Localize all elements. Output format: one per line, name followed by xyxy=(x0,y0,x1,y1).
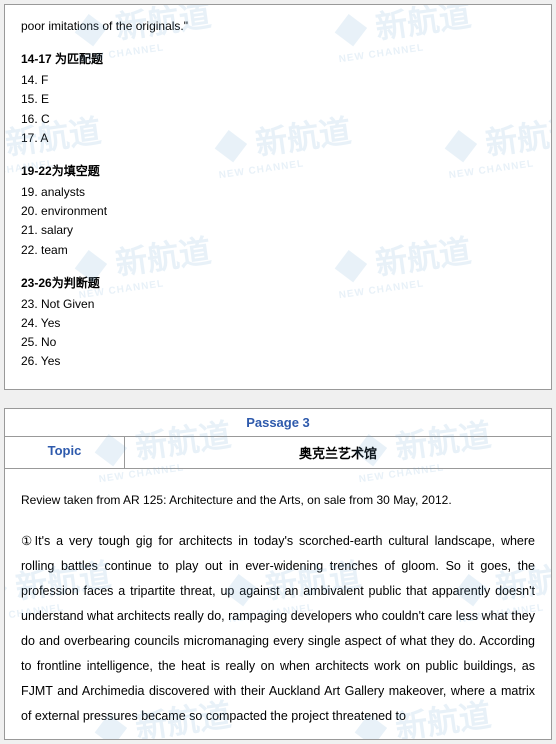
passage-label: Passage 3 xyxy=(5,409,551,436)
passage-body: Review taken from AR 125: Architecture a… xyxy=(5,469,551,739)
answer-item: 21. salary xyxy=(21,221,535,240)
answers-box: poor imitations of the originals." 14-17… xyxy=(4,4,552,390)
answer-item: 16. C xyxy=(21,110,535,129)
answer-item: 17. A xyxy=(21,129,535,148)
topic-label: Topic xyxy=(5,437,125,468)
paragraph-1-text: It's a very tough gig for architects in … xyxy=(21,534,535,723)
answer-item: 24. Yes xyxy=(21,314,535,333)
answer-item: 15. E xyxy=(21,90,535,109)
section-2-title: 19-22为填空题 xyxy=(21,162,535,179)
topic-value: 奥克兰艺术馆 xyxy=(125,437,551,468)
answer-item: 19. analysts xyxy=(21,183,535,202)
passage-header: Passage 3 Topic 奥克兰艺术馆 xyxy=(5,409,551,469)
answer-item: 20. environment xyxy=(21,202,535,221)
top-fragment: poor imitations of the originals." xyxy=(21,17,535,36)
passage-box: Passage 3 Topic 奥克兰艺术馆 Review taken from… xyxy=(4,408,552,740)
review-source-line: Review taken from AR 125: Architecture a… xyxy=(21,491,535,509)
section-1-title: 14-17 为匹配题 xyxy=(21,50,535,67)
answer-item: 26. Yes xyxy=(21,352,535,371)
answer-item: 14. F xyxy=(21,71,535,90)
answer-item: 22. team xyxy=(21,241,535,260)
answer-item: 23. Not Given xyxy=(21,295,535,314)
paragraph-marker: ① xyxy=(21,534,35,548)
section-3-title: 23-26为判断题 xyxy=(21,274,535,291)
paragraph-1: ①It's a very tough gig for architects in… xyxy=(21,529,535,729)
answer-item: 25. No xyxy=(21,333,535,352)
